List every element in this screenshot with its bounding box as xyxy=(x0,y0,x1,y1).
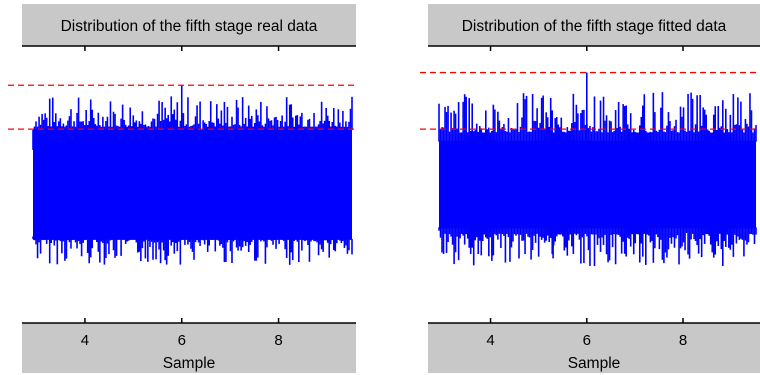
signal-top-spikes xyxy=(438,72,757,142)
signal-top-spikes xyxy=(32,85,353,150)
x-tick-label: 8 xyxy=(679,332,687,349)
signal-core-band xyxy=(33,129,352,240)
x-tick-label: 6 xyxy=(583,332,591,349)
plot-content xyxy=(8,84,356,265)
plot-content xyxy=(420,71,760,267)
xaxis-band xyxy=(22,323,356,373)
chart-panel-real: Distribution of the fifth stage real dat… xyxy=(8,4,356,373)
x-tick-label: 4 xyxy=(486,332,494,349)
chart-panel-fitted: Distribution of the fifth stage fitted d… xyxy=(410,0,760,375)
title-band xyxy=(22,4,356,46)
signal-core-band xyxy=(439,140,756,229)
signal-bottom-spikes xyxy=(438,227,757,267)
x-ticks: 4 6 8 xyxy=(486,46,687,349)
x-axis-label: Sample xyxy=(163,355,216,372)
x-tick-label: 8 xyxy=(274,332,282,349)
x-tick-label: 4 xyxy=(81,332,89,349)
chart-fitted-svg: Distribution of the fifth stage fitted d… xyxy=(420,4,760,373)
x-axis-label: Sample xyxy=(568,355,621,372)
signal-bottom-spikes xyxy=(32,230,353,265)
chart-real-svg: Distribution of the fifth stage real dat… xyxy=(8,4,356,373)
x-tick-label: 6 xyxy=(178,332,186,349)
chart-title: Distribution of the fifth stage fitted d… xyxy=(462,18,727,35)
chart-title: Distribution of the fifth stage real dat… xyxy=(61,18,318,35)
x-ticks: 4 6 8 xyxy=(81,46,283,349)
title-band xyxy=(428,4,760,46)
xaxis-band xyxy=(428,323,760,373)
